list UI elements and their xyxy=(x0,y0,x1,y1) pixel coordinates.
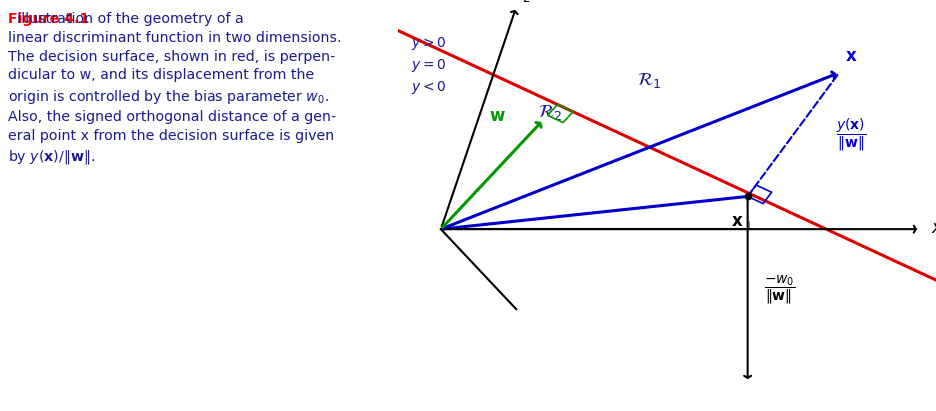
Text: $\dfrac{y(\mathbf{x})}{\|\mathbf{w}\|}$: $\dfrac{y(\mathbf{x})}{\|\mathbf{w}\|}$ xyxy=(837,116,867,153)
Text: $x_1$: $x_1$ xyxy=(930,220,936,238)
Text: $\mathbf{x}$: $\mathbf{x}$ xyxy=(844,47,857,65)
Text: $y = 0$: $y = 0$ xyxy=(411,57,446,74)
Text: $\mathbf{w}$: $\mathbf{w}$ xyxy=(489,107,505,125)
Text: $\mathcal{R}_2$: $\mathcal{R}_2$ xyxy=(537,103,562,122)
Text: Figure 4.1: Figure 4.1 xyxy=(8,12,90,26)
Text: Illustration of the geometry of a
linear discriminant function in two dimensions: Illustration of the geometry of a linear… xyxy=(8,12,342,166)
Text: $y < 0$: $y < 0$ xyxy=(411,79,446,96)
Text: $\mathbf{x}_\perp$: $\mathbf{x}_\perp$ xyxy=(731,213,753,231)
Text: $y > 0$: $y > 0$ xyxy=(411,35,446,52)
Text: $\dfrac{-w_0}{\|\mathbf{w}\|}$: $\dfrac{-w_0}{\|\mathbf{w}\|}$ xyxy=(764,273,796,305)
Text: $x_2$: $x_2$ xyxy=(512,0,531,4)
Text: $\mathcal{R}_1$: $\mathcal{R}_1$ xyxy=(637,71,662,90)
